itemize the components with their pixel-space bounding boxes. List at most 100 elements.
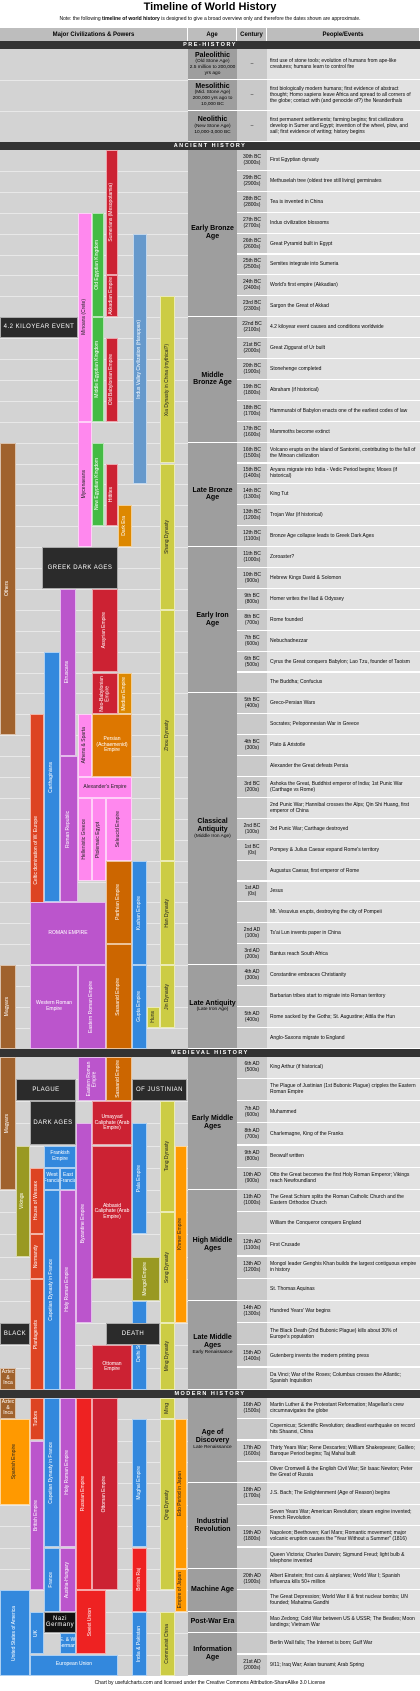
event: Trojan War (if historical) [267,505,420,527]
age-name: Early Bronze Age [191,225,234,241]
century: 13th BC [242,509,262,516]
civilization: BLACK [0,1323,30,1346]
civilization-label: Spanish Empire [11,1444,18,1480]
century-cell: 11th AD (1000s) [237,1189,267,1213]
age-name: Early Iron Age [196,612,229,627]
century-cell [237,1212,267,1235]
century-cell: 9th BC (800s) [237,588,267,610]
event: St. Thomas Aquinas [267,1278,420,1301]
event: Volcano erupts on the island of Santorin… [267,442,420,464]
century-years: (0s) [247,891,257,898]
civilization-label: France [48,1571,55,1588]
age-name: Paleolithic [194,51,230,59]
section-bar: PRE-HISTORY [0,41,420,49]
century-cell: 29th BC (2900s) [237,170,267,192]
civilization-label: Mongol Empire [142,1261,149,1296]
civilization: Normandy [30,1234,44,1279]
civilization-label: Qing Dynasty [163,1489,170,1520]
century-cell: 7th AD (600s) [237,1101,267,1124]
civilization-label: BLACK [3,1330,27,1337]
civilization-label: Byzantine Empire [80,1203,87,1243]
century-cell: 13th AD (1200s) [237,1256,267,1279]
century: 22nd BC [242,321,262,328]
civilization-label: Western Roman Empire [35,1000,73,1012]
century-years: (1900s) [243,1579,261,1586]
century-years: (600s) [244,1111,260,1118]
century: 1st AD [244,885,260,892]
civilization-label: Mughal Empire [135,1466,142,1501]
age-cell: Industrial Revolution [188,1483,237,1569]
civilization: Abbasid Caliphate (Arab Empire) [92,1145,132,1279]
age-cell: Neolithic (New Stone Age) 10,000-3,000 BC [188,111,237,142]
age-cell: Early Iron Age [188,547,237,694]
century-years: (2300s) [243,306,261,313]
civilization: Tudors [30,1397,44,1441]
civilization: Ottoman Empire [92,1397,118,1591]
civilization-label: Abbasid Caliphate (Arab Empire) [94,1202,130,1220]
civilization: Tang Dynasty [160,1101,175,1213]
century-cell: 18th AD (1700s) [237,1483,267,1505]
civilization: Jin Dynasty [160,965,175,1028]
event: 9/11; Iraq War; Asian tsunami; Arab Spri… [267,1654,420,1676]
event: The Buddha; Confucius [267,672,420,694]
age-detail: (Middle Iron Age) [194,833,231,839]
civilization: Etruscans [60,588,76,757]
century-cell: 26th BC (2600s) [237,233,267,255]
century: 24th BC [242,279,262,286]
civilization-label: West Francia [44,1172,60,1184]
century: 15th AD [243,1349,261,1356]
century: 4th AD [244,969,260,976]
civilization: Mughal Empire [132,1419,147,1548]
civilization: Song Dynasty [160,1212,175,1324]
age-cell: Machine Age [188,1568,237,1612]
century-cell: – [237,80,267,111]
century-cell: 19th AD (1800s) [237,1526,267,1548]
event: Charlemagne, King of the Franks [267,1123,420,1146]
century-years: (700s) [244,1133,260,1140]
civilization: Capetian Dynasty in France [44,1397,60,1548]
row-line [0,881,188,883]
civilization: Roman Republic [60,756,78,903]
civilization-label: British Empire [33,1499,40,1531]
event: Queen Victoria; Charles Darwin; Sigmund … [267,1547,420,1569]
civilization: Pala Empire [132,1123,147,1235]
age-detail: Late Renaissance [193,1444,232,1450]
civilization-label: OF JUSTINIAN [135,1086,183,1093]
century-years: (600s) [244,640,260,647]
century: 20th BC [242,362,262,369]
century-cell: 15th AD (1400s) [237,1345,267,1368]
century-years: (1100s) [243,536,261,543]
civilization-label: Ming [163,1402,170,1414]
century: 4th BC [244,739,260,746]
event: King Arthur (if historical) [267,1056,420,1079]
event: World's first empire (Akkadian) [267,275,420,297]
century-cell: 15th BC (1400s) [237,463,267,485]
century-years: (200s) [244,954,260,961]
age-name: Post-War Era [190,1618,235,1626]
event: Great Ziggurat of Ur built [267,338,420,359]
civilization-label: Assyrian Empire [101,612,108,649]
century: 8th AD [244,1127,260,1134]
century-years: (0s) [247,849,257,856]
century-cell: 21st BC (2000s) [237,338,267,359]
event: Beowulf written [267,1145,420,1168]
event: first biologically modern humans; first … [267,80,420,111]
event: Sargon the Great of Akkad [267,296,420,318]
century: 13th AD [243,1261,261,1268]
note: Note: the following timeline of world hi… [0,16,420,22]
civilization: Kushan Empire [132,860,147,966]
civilization-label: Tudors [33,1411,40,1427]
century-cell [237,1633,267,1655]
civilization: GREEK DARK AGES [42,547,118,589]
century-years: (500s) [244,661,260,668]
age-cell: Mesolithic (Mid. Stone Age) 200,000 yrs ag… [188,80,237,111]
event: 2nd Punic War; Hannibal crosses the Alps… [267,797,420,819]
civilization-label: Mycenaeans [81,470,88,499]
century-cell: 25th BC (2500s) [237,254,267,276]
century-cell [237,1078,267,1102]
event: Methuselah tree (oldest tree still livin… [267,170,420,192]
century-years: (2600s) [243,243,261,250]
civilization: Khmer Empire [175,1145,187,1324]
civilization: France [44,1547,60,1612]
civilization: New Egyptian Kingdom [92,442,104,527]
